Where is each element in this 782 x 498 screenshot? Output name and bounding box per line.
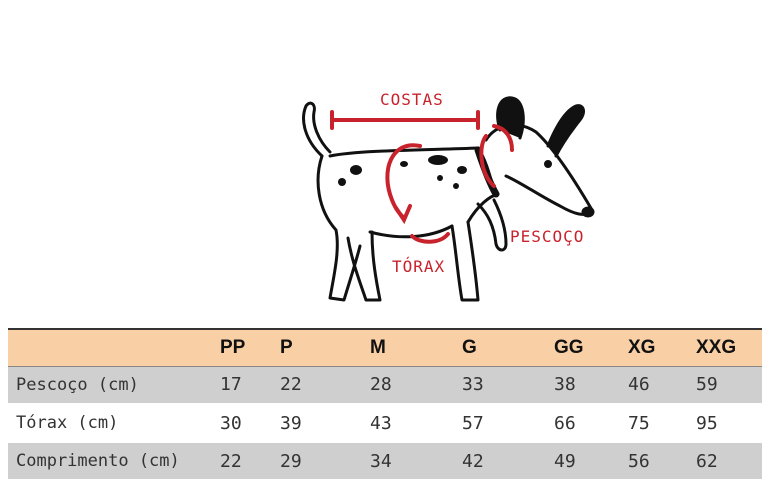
size-header: GG — [554, 328, 628, 367]
label-costas: COSTAS — [380, 90, 444, 109]
label-pescoco: PESCOÇO — [510, 227, 584, 246]
table-cell: 30 — [220, 404, 280, 443]
table-cell: 22 — [220, 442, 280, 481]
size-header: PP — [220, 328, 280, 367]
table-cell: 46 — [628, 366, 696, 405]
row-label: Pescoço (cm) — [8, 366, 220, 405]
measurement-marks — [330, 110, 514, 244]
row-label: Tórax (cm) — [8, 404, 220, 443]
table-cell: 33 — [462, 366, 554, 405]
size-header: G — [462, 328, 554, 367]
size-header: P — [280, 328, 370, 367]
table-cell: 59 — [696, 366, 762, 405]
size-header: XG — [628, 328, 696, 367]
table-cell: 17 — [220, 366, 280, 405]
table-cell: 38 — [554, 366, 628, 405]
table-cell: 29 — [280, 442, 370, 481]
size-header: XXG — [696, 328, 762, 367]
table-row-torax: Tórax (cm) 30 39 43 57 66 75 95 — [8, 404, 762, 443]
table-cell: 66 — [554, 404, 628, 443]
table-cell: 28 — [370, 366, 462, 405]
table-cell: 22 — [280, 366, 370, 405]
row-label: Comprimento (cm) — [8, 442, 220, 481]
table-cell: 49 — [554, 442, 628, 481]
dog-measurement-illustration: COSTAS PESCOÇO TÓRAX — [302, 90, 595, 302]
table-cell: 95 — [696, 404, 762, 443]
table-cell: 42 — [462, 442, 554, 481]
table-row-pescoco: Pescoço (cm) 17 22 28 33 38 46 59 — [8, 366, 762, 405]
size-table: PP P M G GG XG XXG Pescoço (cm) 17 22 28… — [8, 328, 762, 481]
label-torax: TÓRAX — [392, 257, 445, 276]
table-cell: 39 — [280, 404, 370, 443]
table-cell: 43 — [370, 404, 462, 443]
header-blank — [8, 328, 220, 367]
dog-spots — [338, 155, 467, 189]
size-header-row: PP P M G GG XG XXG — [8, 328, 762, 367]
dog-figure — [302, 96, 595, 302]
table-cell: 57 — [462, 404, 554, 443]
table-cell: 62 — [696, 442, 762, 481]
table-cell: 56 — [628, 442, 696, 481]
table-cell: 34 — [370, 442, 462, 481]
size-header: M — [370, 328, 462, 367]
table-row-comprimento: Comprimento (cm) 22 29 34 42 49 56 62 — [8, 442, 762, 481]
table-cell: 75 — [628, 404, 696, 443]
